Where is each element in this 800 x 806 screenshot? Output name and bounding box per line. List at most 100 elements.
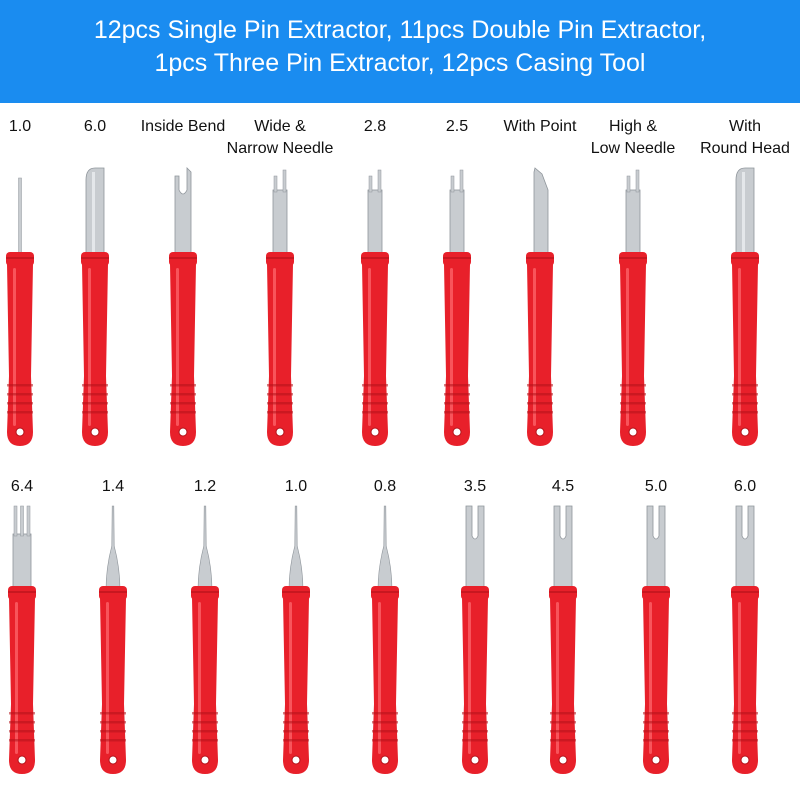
- tool-label-line: 5.0: [644, 478, 668, 495]
- tool-tip-fork: [553, 505, 573, 591]
- tool-tip-fork: [646, 505, 666, 591]
- tool-tip-needle: [288, 505, 304, 591]
- tool-label: With Point: [485, 116, 595, 138]
- tool-label-line: Wide &: [254, 118, 306, 135]
- tool-label-line: With: [729, 118, 761, 135]
- tool-label: 2.8: [320, 116, 430, 138]
- red-handle: [526, 252, 554, 446]
- pin-extractor-tool: 6.4: [0, 476, 67, 806]
- tool-tip-needle: [105, 505, 121, 591]
- tool-illustration: [282, 505, 310, 774]
- red-handle: [99, 586, 127, 774]
- red-handle: [191, 586, 219, 774]
- tool-illustration: [619, 169, 647, 446]
- pin-extractor-tool: High & Low Needle: [588, 116, 678, 446]
- tool-label: 1.0: [0, 116, 75, 138]
- red-handle: [443, 252, 471, 446]
- pin-extractor-tool: 6.0: [700, 476, 790, 806]
- title-line-2: 1pcs Three Pin Extractor, 12pcs Casing T…: [154, 49, 646, 77]
- tool-label: 6.0: [40, 116, 150, 138]
- tool-tip-fork: [465, 505, 485, 591]
- pin-extractor-tool: 2.5: [412, 116, 502, 446]
- tool-label-line: 1.0: [284, 478, 308, 495]
- tool-label-line: 6.0: [733, 478, 757, 495]
- tool-label: 2.5: [402, 116, 512, 138]
- tool-tip-thin-pin: [18, 177, 22, 257]
- tool-label: 1.0: [241, 476, 351, 498]
- pin-extractor-tool: With Point: [495, 116, 585, 446]
- pin-extractor-tool: 3.5: [430, 476, 520, 806]
- tool-illustration: [81, 167, 109, 446]
- pin-extractor-tool: 5.0: [611, 476, 701, 806]
- red-handle: [6, 252, 34, 446]
- pin-extractor-tool: 4.5: [518, 476, 608, 806]
- tool-illustration: [169, 167, 197, 446]
- pin-extractor-tool: With Round Head: [700, 116, 790, 446]
- tool-illustration: [6, 177, 34, 446]
- tool-label-line: 2.5: [445, 118, 469, 135]
- tool-illustration: [361, 169, 389, 446]
- red-handle: [461, 586, 489, 774]
- tool-label: Wide & Narrow Needle: [225, 116, 335, 160]
- pin-extractor-tool: 1.2: [160, 476, 250, 806]
- tool-illustration: [99, 505, 127, 774]
- pin-extractor-tool: 0.8: [340, 476, 430, 806]
- tool-illustration: [266, 169, 294, 446]
- red-handle: [731, 586, 759, 774]
- pin-extractor-tool: 1.4: [68, 476, 158, 806]
- tool-label: High & Low Needle: [578, 116, 688, 160]
- tool-tip-double: [449, 169, 465, 257]
- tool-illustration: [526, 167, 554, 446]
- red-handle: [81, 252, 109, 446]
- tool-illustration: [549, 505, 577, 774]
- red-handle: [371, 586, 399, 774]
- pin-extractor-tool: 2.8: [330, 116, 420, 446]
- red-handle: [266, 252, 294, 446]
- tool-label-line: Round Head: [700, 140, 790, 157]
- tool-illustration: [731, 505, 759, 774]
- tool-label: 0.8: [330, 476, 440, 498]
- tool-label-line: Low Needle: [590, 140, 676, 157]
- tool-label: 6.0: [690, 476, 800, 498]
- tool-label-line: 4.5: [551, 478, 575, 495]
- tool-label: 4.5: [508, 476, 618, 498]
- tool-tip-double: [367, 169, 383, 257]
- tool-label: Inside Bend: [128, 116, 238, 138]
- tool-illustration: [461, 505, 489, 774]
- tool-tip-bend: [174, 167, 192, 257]
- tool-tip-round-wide: [85, 167, 105, 257]
- tool-tip-round-wide: [735, 167, 755, 257]
- tool-label: 6.4: [0, 476, 77, 498]
- tool-tip-point-blade: [533, 167, 549, 257]
- red-handle: [549, 586, 577, 774]
- tool-label: 1.4: [58, 476, 168, 498]
- tool-tip-double: [625, 169, 641, 257]
- tool-tip-double: [272, 169, 288, 257]
- tool-label-line: Inside Bend: [140, 118, 226, 135]
- red-handle: [361, 252, 389, 446]
- pin-extractor-tool: 1.0: [0, 116, 65, 446]
- tool-label-line: 6.0: [83, 118, 107, 135]
- tool-label-line: Narrow Needle: [226, 140, 334, 157]
- tool-label-line: 2.8: [363, 118, 387, 135]
- red-handle: [731, 252, 759, 446]
- pin-extractor-tool: 6.0: [50, 116, 140, 446]
- tool-label-line: 3.5: [463, 478, 487, 495]
- tool-tip-needle: [197, 505, 213, 591]
- red-handle: [619, 252, 647, 446]
- tool-illustration: [443, 169, 471, 446]
- tool-label: 3.5: [420, 476, 530, 498]
- tool-label: 5.0: [601, 476, 711, 498]
- tool-label-line: 1.0: [8, 118, 32, 135]
- tool-label-line: 0.8: [373, 478, 397, 495]
- tool-tip-fork: [735, 505, 755, 591]
- title-banner: 12pcs Single Pin Extractor, 11pcs Double…: [0, 0, 800, 103]
- tool-label-line: 1.4: [101, 478, 125, 495]
- tool-label-line: High &: [608, 118, 658, 135]
- red-handle: [169, 252, 197, 446]
- tool-label-line: 6.4: [10, 478, 34, 495]
- tool-illustration: [371, 505, 399, 774]
- tool-label-line: 1.2: [193, 478, 217, 495]
- red-handle: [8, 586, 36, 774]
- red-handle: [642, 586, 670, 774]
